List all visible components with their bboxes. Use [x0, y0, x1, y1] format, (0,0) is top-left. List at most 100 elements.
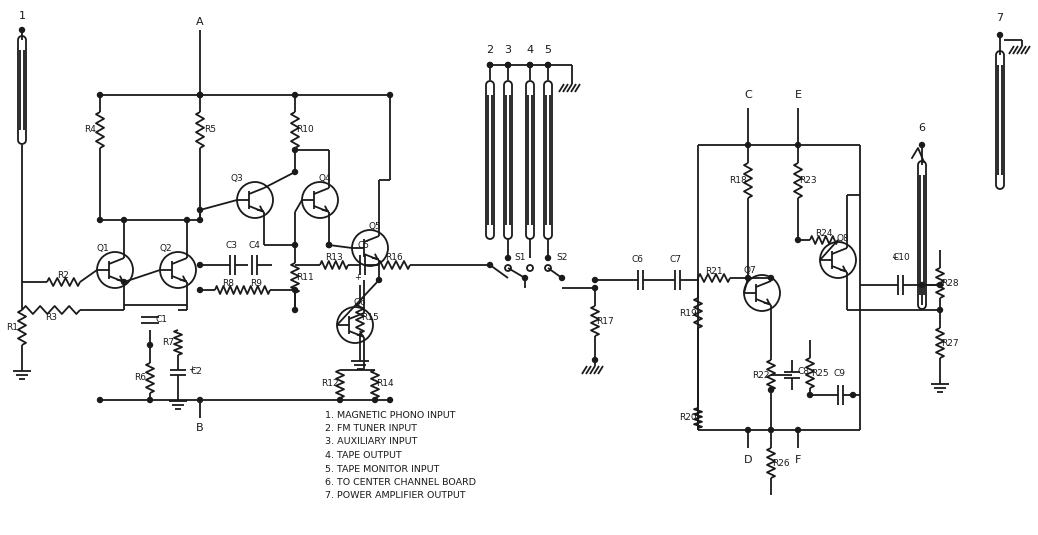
Circle shape [98, 93, 103, 97]
Text: Q3: Q3 [230, 173, 243, 182]
Text: 6. TO CENTER CHANNEL BOARD: 6. TO CENTER CHANNEL BOARD [325, 478, 476, 487]
Circle shape [795, 142, 800, 148]
Circle shape [337, 398, 343, 402]
Circle shape [745, 276, 750, 280]
Text: R12: R12 [321, 379, 338, 388]
Circle shape [488, 63, 492, 67]
Text: 4: 4 [526, 45, 534, 55]
Text: Q8: Q8 [837, 233, 849, 242]
Circle shape [768, 427, 773, 432]
Text: Q7: Q7 [743, 266, 757, 276]
Text: B: B [196, 423, 203, 433]
Text: 2: 2 [487, 45, 493, 55]
Circle shape [808, 393, 813, 398]
Text: 3: 3 [504, 45, 512, 55]
Text: C6: C6 [632, 256, 644, 264]
Text: R28: R28 [941, 279, 959, 287]
Text: R26: R26 [772, 458, 790, 468]
Text: 1: 1 [19, 11, 26, 21]
Circle shape [197, 287, 202, 293]
Text: Q2: Q2 [160, 243, 172, 253]
Text: +: + [355, 272, 361, 281]
Text: C10: C10 [892, 254, 910, 263]
Circle shape [768, 387, 773, 393]
Circle shape [293, 287, 298, 293]
Circle shape [293, 170, 298, 174]
Circle shape [745, 142, 750, 148]
Circle shape [327, 242, 331, 248]
Text: 7. POWER AMPLIFIER OUTPUT: 7. POWER AMPLIFIER OUTPUT [325, 492, 466, 501]
Text: Q5: Q5 [368, 221, 381, 231]
Text: S2: S2 [556, 254, 568, 263]
Circle shape [20, 27, 25, 33]
Text: +: + [892, 253, 899, 262]
Circle shape [768, 276, 773, 280]
Circle shape [197, 263, 202, 268]
Text: Q6: Q6 [354, 299, 366, 308]
Circle shape [559, 276, 565, 280]
Circle shape [937, 282, 943, 287]
Circle shape [147, 342, 153, 348]
Circle shape [546, 63, 550, 67]
Circle shape [488, 263, 492, 268]
Circle shape [197, 398, 202, 402]
Circle shape [387, 93, 392, 97]
Circle shape [377, 278, 382, 282]
Text: 5: 5 [545, 45, 551, 55]
Circle shape [937, 308, 943, 312]
Circle shape [293, 242, 298, 248]
Circle shape [745, 427, 750, 432]
Circle shape [522, 276, 527, 280]
Text: R19: R19 [679, 309, 696, 317]
Text: R14: R14 [376, 379, 393, 388]
Text: C: C [744, 90, 752, 100]
Text: R27: R27 [941, 339, 959, 348]
Text: D: D [744, 455, 753, 465]
Text: R23: R23 [799, 176, 817, 185]
Text: C1: C1 [156, 316, 168, 325]
Text: R3: R3 [45, 314, 57, 323]
Text: Q4: Q4 [319, 173, 331, 182]
Text: E: E [794, 90, 801, 100]
Circle shape [998, 33, 1003, 37]
Text: R8: R8 [222, 279, 235, 287]
Circle shape [147, 398, 153, 402]
Circle shape [506, 63, 511, 67]
Circle shape [506, 63, 511, 67]
Circle shape [121, 279, 127, 285]
Circle shape [546, 63, 550, 67]
Circle shape [488, 63, 492, 67]
Text: R5: R5 [204, 126, 216, 134]
Circle shape [387, 398, 392, 402]
Text: R10: R10 [296, 126, 313, 134]
Text: R11: R11 [296, 273, 313, 282]
Text: 1. MAGNETIC PHONO INPUT: 1. MAGNETIC PHONO INPUT [325, 410, 456, 419]
Text: C8: C8 [798, 368, 810, 377]
Text: R17: R17 [596, 317, 613, 325]
Text: +: + [189, 365, 195, 374]
Circle shape [795, 427, 800, 432]
Circle shape [293, 93, 298, 97]
Text: R6: R6 [134, 373, 146, 383]
Circle shape [197, 93, 202, 97]
Circle shape [850, 393, 855, 398]
Text: R18: R18 [729, 176, 747, 185]
Text: R2: R2 [57, 271, 70, 279]
Text: R24: R24 [815, 228, 832, 238]
Circle shape [197, 218, 202, 223]
Text: F: F [795, 455, 801, 465]
Text: R15: R15 [361, 314, 379, 323]
Text: 4. TAPE OUTPUT: 4. TAPE OUTPUT [325, 451, 402, 460]
Text: 3. AUXILIARY INPUT: 3. AUXILIARY INPUT [325, 438, 417, 447]
Text: S1: S1 [514, 254, 526, 263]
Text: 6: 6 [919, 123, 926, 133]
Text: C9: C9 [834, 370, 846, 378]
Text: C3: C3 [226, 241, 238, 249]
Text: R1: R1 [6, 323, 18, 332]
Circle shape [98, 398, 103, 402]
Circle shape [98, 218, 103, 223]
Text: Q1: Q1 [97, 243, 109, 253]
Text: R7: R7 [162, 338, 174, 347]
Circle shape [185, 218, 190, 223]
Circle shape [546, 256, 550, 261]
